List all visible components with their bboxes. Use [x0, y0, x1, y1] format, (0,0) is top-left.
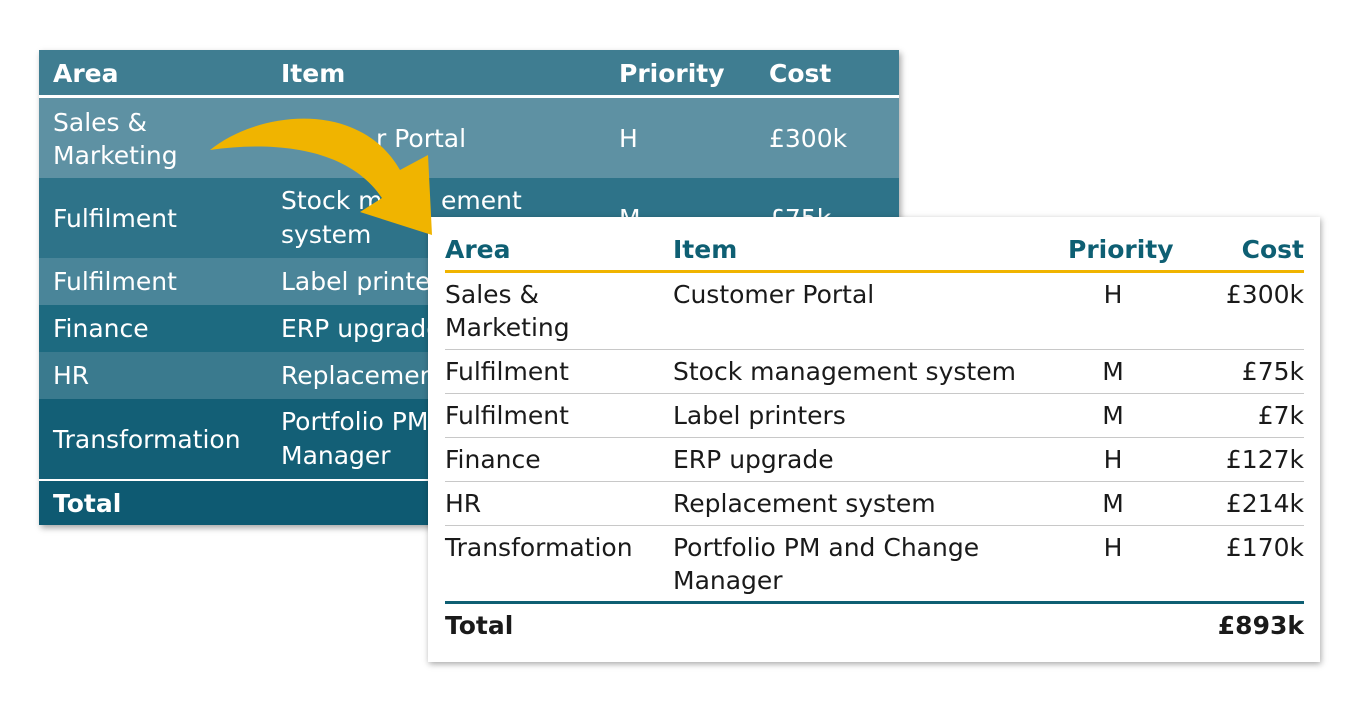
before-cell-priority: H: [619, 124, 638, 153]
before-cell-item: Portfolio PM: [281, 407, 429, 436]
before-cell-item: ERP upgrade: [281, 314, 442, 343]
before-cell-area: Fulfilment: [53, 204, 177, 233]
after-row-divider: [445, 393, 1304, 394]
after-cell-area: HR: [445, 489, 482, 518]
transform-arrow-icon: [210, 118, 432, 235]
after-table: Area Item Priority Cost Sales & Marketin…: [428, 217, 1320, 662]
after-cell-item: Stock management system: [673, 357, 1016, 386]
before-cell-area: Finance: [53, 314, 149, 343]
before-header-item: Item: [281, 59, 346, 88]
after-total-label: Total: [445, 611, 514, 640]
after-cell-area: Marketing: [445, 313, 570, 342]
arrow-shape: [210, 118, 432, 235]
after-cell-item: Customer Portal: [673, 280, 875, 309]
after-row-divider: [445, 349, 1304, 350]
after-cell-item: Portfolio PM and Change: [673, 533, 980, 562]
before-cell-item: r Portal: [376, 124, 467, 153]
after-total-cost: £893k: [1217, 611, 1304, 640]
after-cell-item: Label printers: [673, 401, 846, 430]
after-cell-priority: H: [1103, 533, 1123, 562]
before-cell-area: Sales &: [53, 108, 147, 137]
before-header-divider: [39, 95, 899, 98]
after-cell-item: Manager: [673, 566, 783, 595]
before-cell-area: Fulfilment: [53, 267, 177, 296]
after-cell-cost: £75k: [1241, 357, 1304, 386]
after-header-rule: [445, 270, 1304, 273]
before-cell-item: Label printe: [281, 267, 431, 296]
after-cell-priority: M: [1102, 489, 1124, 518]
after-header-cost: Cost: [1241, 235, 1304, 264]
after-cell-priority: M: [1102, 357, 1124, 386]
after-total-rule: [445, 601, 1304, 604]
after-cell-area: Transformation: [445, 533, 633, 562]
before-cell-item: system: [281, 220, 372, 249]
before-cell-cost: £300k: [769, 124, 848, 153]
after-row-divider: [445, 525, 1304, 526]
before-header-row: Area Item Priority Cost: [39, 50, 899, 95]
before-cell-item: Manager: [281, 441, 391, 470]
after-cell-cost: £7k: [1257, 401, 1304, 430]
after-row-divider: [445, 437, 1304, 438]
before-cell-item: Replacemen: [281, 361, 436, 390]
before-header-cost: Cost: [769, 59, 832, 88]
after-cell-item: Replacement system: [673, 489, 936, 518]
after-cell-area: Fulfilment: [445, 357, 569, 386]
before-header-priority: Priority: [619, 59, 725, 88]
after-cell-priority: H: [1103, 445, 1123, 474]
after-cell-cost: £300k: [1225, 280, 1304, 309]
after-cell-cost: £170k: [1225, 533, 1304, 562]
after-header-priority: Priority: [1068, 235, 1174, 264]
before-cell-area: Marketing: [53, 141, 178, 170]
before-cell-area: Transformation: [53, 425, 241, 454]
after-cell-area: Sales &: [445, 280, 539, 309]
after-cell-priority: M: [1102, 401, 1124, 430]
after-header-item: Item: [673, 235, 738, 264]
after-header-area: Area: [445, 235, 511, 264]
before-cell-item: ement: [441, 186, 522, 215]
after-row-divider: [445, 481, 1304, 482]
after-cell-area: Fulfilment: [445, 401, 569, 430]
before-total-label: Total: [53, 489, 122, 518]
after-cell-cost: £127k: [1225, 445, 1304, 474]
before-cell-area: HR: [53, 361, 90, 390]
after-cell-area: Finance: [445, 445, 541, 474]
after-cell-item: ERP upgrade: [673, 445, 834, 474]
after-cell-priority: H: [1103, 280, 1123, 309]
after-cell-cost: £214k: [1225, 489, 1304, 518]
before-header-area: Area: [53, 59, 119, 88]
